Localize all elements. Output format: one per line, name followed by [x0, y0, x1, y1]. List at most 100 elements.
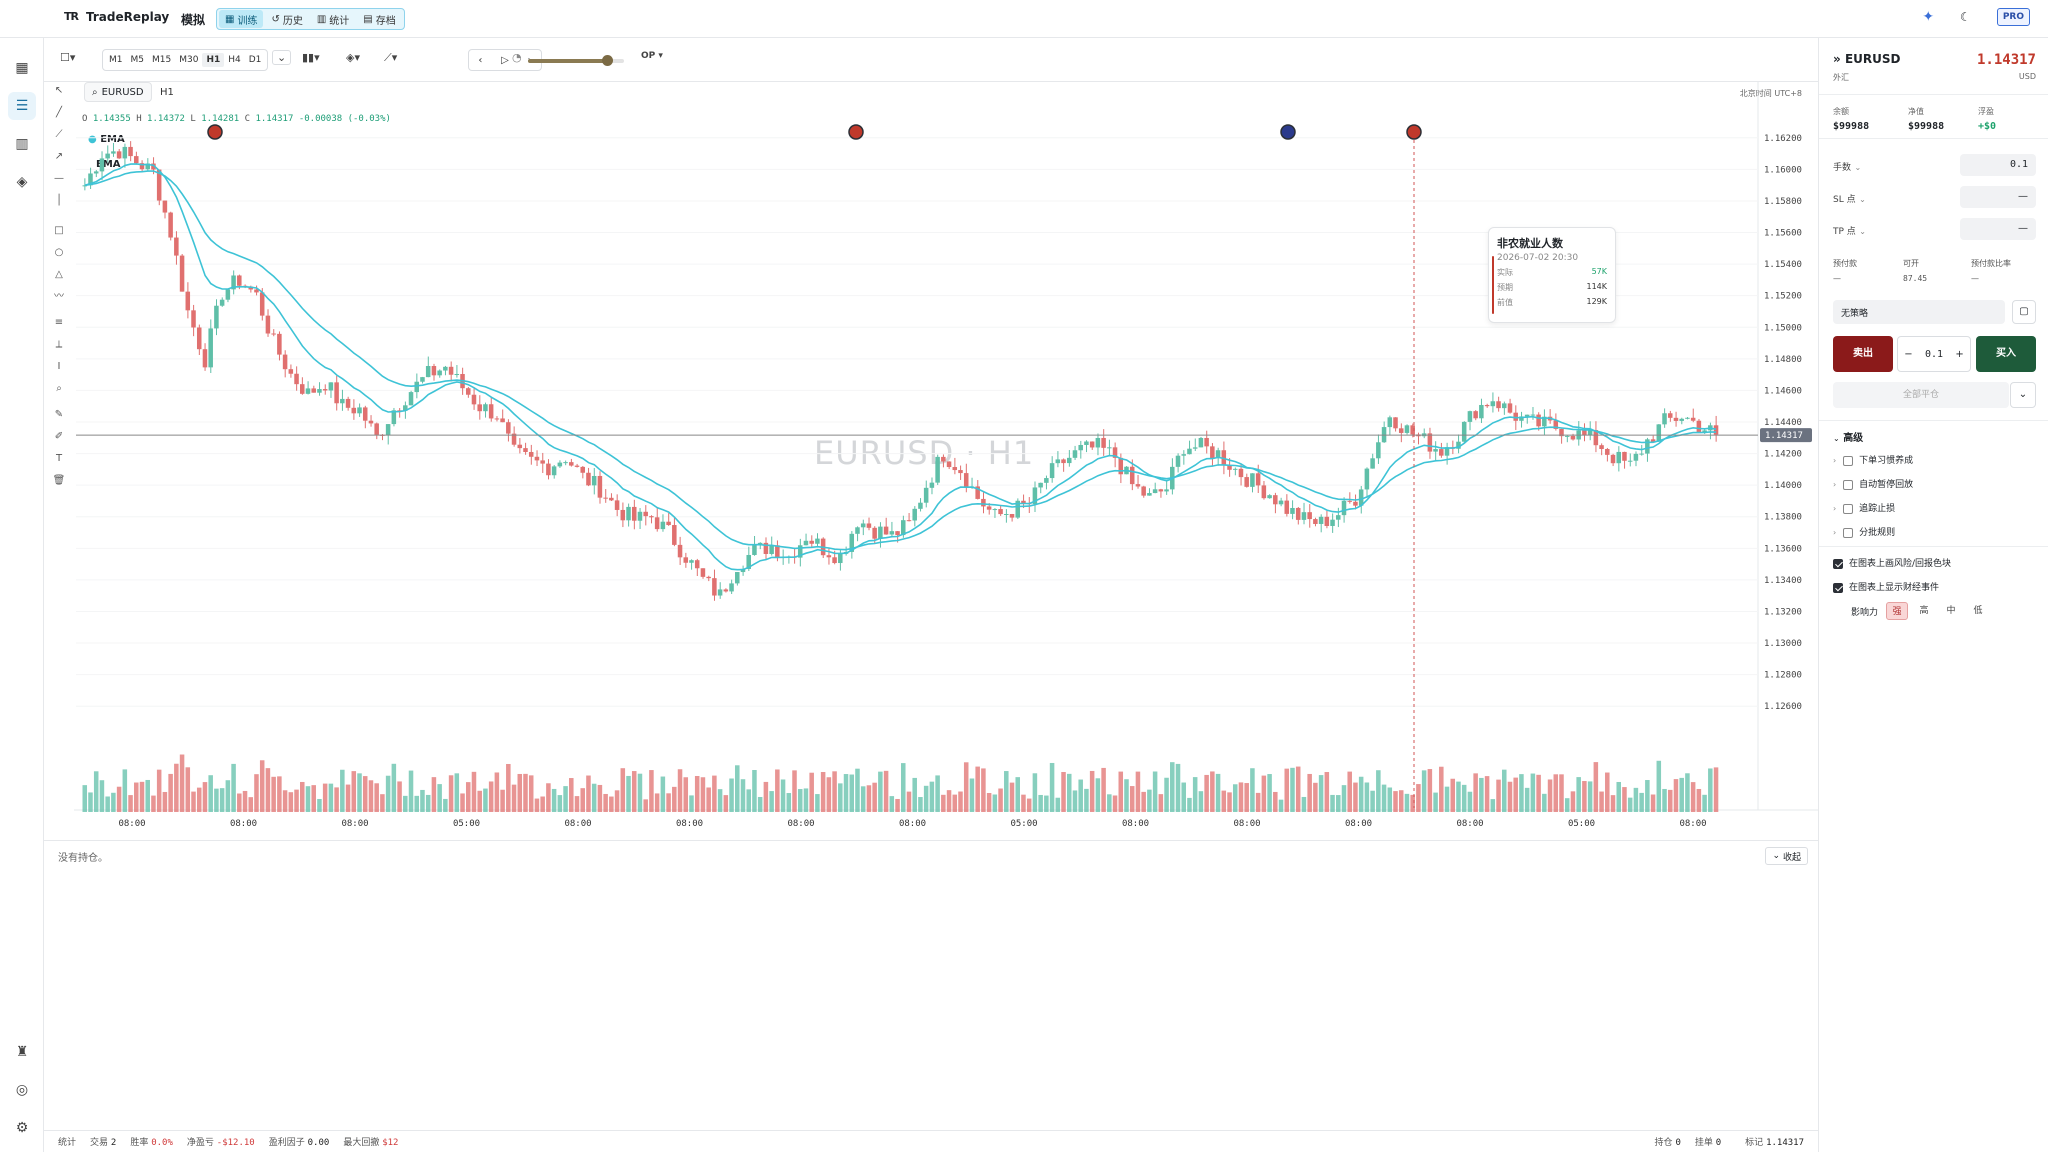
tf-m30[interactable]: M30 — [179, 55, 199, 65]
ema-legend-1[interactable]: ● EMA — [88, 134, 125, 145]
close-all-dropdown[interactable]: ⌄ — [2010, 382, 2036, 408]
advanced-item[interactable]: › 追踪止损 — [1833, 503, 1896, 514]
candle-body — [1112, 447, 1118, 458]
analytics-icon[interactable]: ▥ — [15, 136, 29, 152]
sparkle-icon[interactable]: ✦ — [1922, 9, 1935, 25]
volume-bar — [729, 778, 734, 812]
lots-input[interactable]: 0.1 — [1960, 154, 2036, 176]
volume-bar — [1656, 760, 1662, 812]
close-all-button[interactable]: 全部平仓 — [1833, 382, 2009, 408]
ruler-icon[interactable]: ⟂ — [55, 339, 63, 350]
chart-area[interactable]: ⌕ EURUSD H1 北京时间 UTC+8 O 1.14355 H 1.143… — [74, 82, 1818, 840]
note-icon[interactable]: ▢ — [2012, 300, 2036, 324]
checkbox[interactable] — [1843, 479, 1854, 490]
trash-icon[interactable]: 🗑 — [52, 475, 66, 486]
sliders-icon[interactable]: ☰ — [8, 92, 36, 120]
fib-icon[interactable]: ≡ — [54, 317, 64, 328]
pro-badge[interactable]: PRO — [1996, 8, 2030, 26]
pen-icon[interactable]: ✎ — [54, 409, 64, 420]
sl-input[interactable]: — — [1960, 186, 2036, 208]
checkbox-checked[interactable] — [1833, 582, 1843, 593]
tab-history[interactable]: ↺ 历史 — [271, 13, 303, 27]
candle-body — [855, 527, 860, 534]
trend-line-icon[interactable]: ╱ — [55, 107, 63, 118]
impact-high[interactable]: 高 — [1919, 606, 1929, 616]
plus-icon[interactable]: + — [1955, 348, 1964, 360]
symbol-search[interactable]: ⌕ EURUSD — [84, 82, 152, 102]
horizontal-line-icon[interactable]: — — [54, 173, 64, 184]
checkbox[interactable] — [1843, 455, 1854, 466]
tab-stats[interactable]: ▥ 统计 — [316, 13, 350, 27]
play-icon[interactable]: ▷ — [501, 54, 509, 66]
tf-m1[interactable]: M1 — [109, 55, 123, 65]
candle-body — [735, 572, 740, 584]
measure-icon[interactable]: I — [57, 361, 61, 372]
layers-icon[interactable]: ◈ — [16, 174, 28, 190]
text-icon[interactable]: T — [55, 453, 63, 464]
speed-slider[interactable] — [528, 55, 624, 66]
advanced-item[interactable]: › 分批规则 — [1833, 527, 1896, 538]
risk-overlay-option[interactable]: 在图表上画风险/回报色块 — [1833, 556, 2036, 569]
minus-icon[interactable]: − — [1904, 348, 1913, 360]
advanced-item[interactable]: › 自动暂停回放 — [1833, 479, 1914, 490]
layout-select-icon[interactable]: ☐▾ — [60, 51, 76, 64]
more-timeframes-button[interactable]: ⌄ — [272, 50, 292, 65]
speed-slider-knob[interactable] — [601, 55, 613, 66]
cursor-icon[interactable]: ↖ — [54, 85, 64, 96]
circle-icon[interactable]: ○ — [54, 247, 64, 258]
database-icon[interactable]: ◎ — [15, 1082, 29, 1098]
brush-icon[interactable]: ✐ — [54, 431, 64, 442]
tf-m5[interactable]: M5 — [130, 55, 145, 65]
ray-icon[interactable]: ⟋ — [55, 129, 63, 140]
triangle-icon[interactable]: △ — [55, 269, 63, 280]
volume-bar — [998, 788, 1003, 812]
candle-body — [494, 418, 500, 420]
impact-low[interactable]: 低 — [1973, 606, 1983, 616]
advanced-section-header[interactable]: ⌄ 高级 — [1833, 433, 1864, 444]
arrow-icon[interactable]: ↗ — [54, 151, 64, 162]
op-dropdown[interactable]: OP ▾ — [641, 51, 663, 61]
x-tick-label: 05:00 — [1568, 819, 1595, 829]
strategy-select[interactable]: 无策略 — [1833, 300, 2005, 324]
tf-h1[interactable]: H1 — [202, 53, 225, 67]
tf-m15[interactable]: M15 — [152, 55, 172, 65]
candle-body — [1210, 446, 1215, 459]
trophy-icon[interactable]: ♜ — [15, 1044, 29, 1060]
collapse-button[interactable]: ⌄ 收起 — [1765, 847, 1808, 865]
tab-archive[interactable]: ▤ 存档 — [363, 13, 396, 27]
dashboard-icon[interactable]: ▦ — [15, 60, 29, 76]
advanced-item[interactable]: › 下单习惯养成 — [1833, 455, 1914, 466]
candle-body — [1181, 454, 1186, 456]
ema-legend-2[interactable]: EMA — [96, 159, 121, 170]
tp-input[interactable]: — — [1960, 218, 2036, 240]
sell-button[interactable]: 卖出 — [1833, 336, 1893, 372]
impact-strong[interactable]: 强 — [1886, 602, 1909, 620]
polyline-icon[interactable]: 〰 — [54, 291, 64, 302]
candle-type-icon[interactable]: ▮▮▾ — [302, 51, 320, 64]
events-overlay-option[interactable]: 在图表上显示财经事件 — [1833, 580, 2036, 593]
quantity-stepper[interactable]: −0.1 + — [1897, 336, 1971, 372]
dark-mode-icon[interactable]: ☾ — [1960, 10, 1971, 24]
layers-dropdown-icon[interactable]: ◈▾ — [346, 51, 360, 64]
checkbox[interactable] — [1843, 527, 1854, 538]
history-icon: ↺ — [271, 13, 280, 25]
volume-bar — [1610, 795, 1616, 812]
indicator-dropdown-icon[interactable]: ⟋▾ — [384, 51, 398, 64]
step-back-icon[interactable]: ‹ — [478, 54, 483, 66]
candle-body — [208, 328, 213, 368]
tag-icon[interactable]: ⌕ — [56, 383, 62, 394]
rectangle-icon[interactable]: □ — [54, 225, 64, 236]
price-chart[interactable]: 1.16200 1.16000 1.15800 1.15600 1.15400 1.152… — [74, 82, 1818, 840]
checkbox-checked[interactable] — [1833, 558, 1843, 569]
tab-train[interactable]: ▦ 训练 — [219, 10, 264, 28]
impact-medium[interactable]: 中 — [1946, 606, 1956, 616]
tf-h4[interactable]: H4 — [228, 55, 241, 65]
brand[interactable]: TR TradeReplay — [64, 10, 169, 24]
candle-body — [1404, 425, 1410, 433]
vertical-line-icon[interactable]: │ — [55, 195, 63, 206]
buy-button[interactable]: 买入 — [1976, 336, 2036, 372]
checkbox[interactable] — [1843, 503, 1854, 514]
settings-icon[interactable]: ⚙ — [15, 1120, 29, 1136]
double-chevron-icon[interactable]: » — [1833, 52, 1841, 66]
tf-d1[interactable]: D1 — [248, 55, 262, 65]
